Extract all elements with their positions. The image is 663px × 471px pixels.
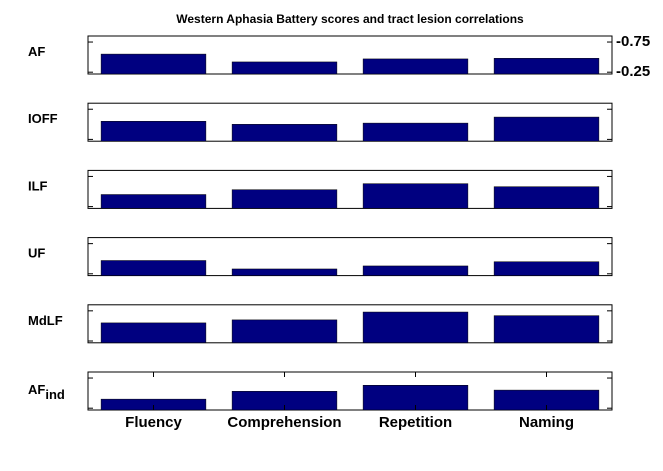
panel-label: ILF — [28, 179, 48, 194]
panel-label-main: IOFF — [28, 112, 58, 127]
panel-label-main: AF — [28, 382, 45, 397]
bar — [231, 61, 338, 75]
bar — [493, 58, 600, 75]
bar — [100, 121, 207, 142]
panel-frame — [87, 371, 613, 411]
panel-frame — [87, 237, 613, 277]
x-tick-label: Repetition — [379, 414, 452, 431]
chart-title: Western Aphasia Battery scores and tract… — [176, 12, 524, 26]
panel-frame — [87, 304, 613, 344]
panel-label-main: ILF — [28, 179, 48, 194]
panel-frame — [87, 169, 613, 209]
bar — [362, 58, 469, 75]
panel-label-main: UF — [28, 246, 45, 261]
panel-label: AF — [28, 44, 45, 59]
panel-label-main: MdLF — [28, 313, 63, 328]
x-tick-label: Naming — [519, 414, 574, 431]
x-tick-label: Fluency — [125, 414, 182, 431]
bar — [493, 261, 600, 276]
y-tick-label: -0.25 — [616, 63, 650, 80]
panel-label: AFind — [28, 382, 65, 402]
bar — [362, 311, 469, 344]
bar — [362, 183, 469, 209]
panel-label: UF — [28, 246, 45, 261]
bar — [493, 186, 600, 209]
panel-frame — [87, 35, 613, 75]
bar — [100, 194, 207, 209]
bar — [493, 315, 600, 344]
bar — [100, 260, 207, 276]
panel-label-main: AF — [28, 44, 45, 59]
y-tick-label: -0.75 — [616, 33, 650, 50]
bar — [493, 116, 600, 142]
bar — [362, 265, 469, 276]
bar — [231, 124, 338, 142]
panel-frame — [87, 102, 613, 142]
bar — [362, 122, 469, 142]
panel-label: MdLF — [28, 313, 63, 328]
bar — [231, 268, 338, 276]
bar — [100, 322, 207, 344]
bar — [231, 319, 338, 344]
bar — [231, 189, 338, 209]
x-tick-label: Comprehension — [227, 414, 341, 431]
panel-label-sub: ind — [45, 387, 65, 402]
bar — [100, 53, 207, 75]
panel-label: IOFF — [28, 112, 58, 127]
